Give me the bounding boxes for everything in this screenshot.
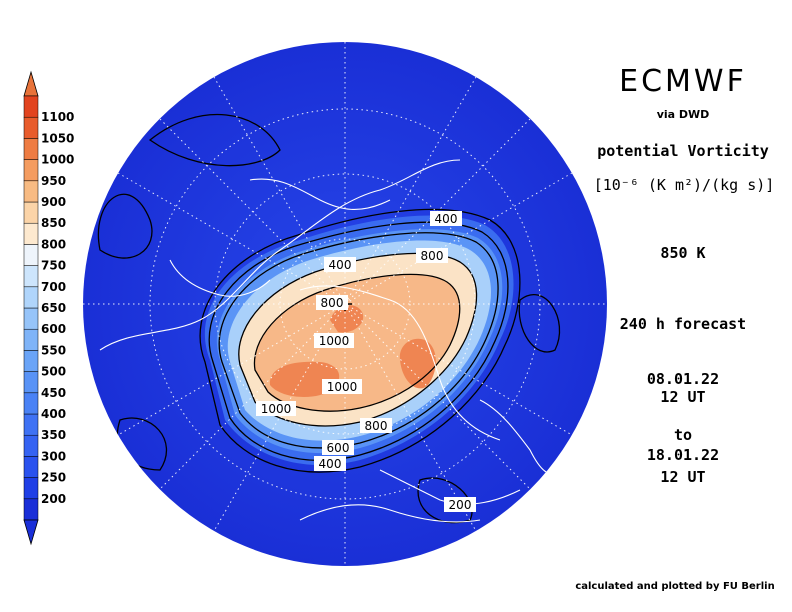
pv-contour-lines <box>97 113 561 524</box>
colorbar-segment <box>23 222 39 245</box>
svg-text:800: 800 <box>421 249 444 263</box>
forecast-label: 240 h forecast <box>619 315 747 333</box>
colorbar-tick-label: 700 <box>41 280 66 294</box>
colorbar-segment <box>23 413 39 436</box>
coastlines <box>99 159 561 523</box>
colorbar-tick-label: 1100 <box>41 110 74 124</box>
colorbar-arrow-bottom <box>23 519 39 546</box>
colorbar-segment <box>23 95 39 118</box>
colorbar-tick-label: 1050 <box>41 131 74 145</box>
source-subtitle: via DWD <box>656 108 710 121</box>
colorbar: 200 250 300 350 400 450 500 550 600 650 700 750 800 8… <box>23 70 74 546</box>
pv-contour-fill-1050 <box>269 361 340 397</box>
colorbar-segment <box>23 498 39 521</box>
colorbar-tick-label: 850 <box>41 216 66 230</box>
pv-contour-fill-1050b <box>399 338 436 389</box>
contour-label: 400 <box>314 456 346 471</box>
colorbar-tick-label: 550 <box>41 343 66 357</box>
pv-field <box>83 42 607 566</box>
colorbar-segment <box>23 307 39 330</box>
colorbar-tick-label: 900 <box>41 195 66 209</box>
colorbar-tick-label: 400 <box>41 407 66 421</box>
contour-label: 800 <box>416 248 448 263</box>
colorbar-tick-label: 300 <box>41 449 66 463</box>
svg-text:200: 200 <box>449 498 472 512</box>
colorbar-segment <box>23 138 39 160</box>
svg-text:1000: 1000 <box>319 334 350 348</box>
colorbar-tick-label: 500 <box>41 365 66 379</box>
contour-labels: 400 800 400 800 1000 1000 1000 800 600 4… <box>256 211 476 512</box>
colorbar-segment <box>23 392 39 415</box>
svg-text:400: 400 <box>435 212 458 226</box>
contour-label: 200 <box>444 497 476 512</box>
colorbar-tick-label: 250 <box>41 471 66 485</box>
colorbar-tick-label: 350 <box>41 428 66 442</box>
to-label: to <box>673 426 693 444</box>
start-date: 08.01.22 <box>646 370 720 388</box>
colorbar-segment <box>23 180 39 203</box>
model-title: ECMWF <box>619 64 747 99</box>
end-date: 18.01.22 <box>646 446 720 464</box>
colorbar-segment <box>23 116 39 139</box>
contour-label: 400 <box>324 257 356 272</box>
contour-label: 800 <box>360 418 392 433</box>
colorbar-tick-label: 750 <box>41 259 66 273</box>
colorbar-tick-label: 950 <box>41 174 66 188</box>
contour-label: 800 <box>316 295 348 310</box>
colorbar-tick-label: 600 <box>41 322 66 336</box>
colorbar-segment <box>23 456 39 478</box>
unit-label: [10⁻⁶ (K m²)/(kg s)] <box>593 176 775 194</box>
contour-label: 1000 <box>314 333 354 348</box>
svg-text:600: 600 <box>327 441 350 455</box>
level-label: 850 K <box>660 244 706 262</box>
variable-title: potential Vorticity <box>597 142 769 160</box>
colorbar-segment <box>23 371 39 394</box>
start-time: 12 UT <box>660 388 706 406</box>
colorbar-segment <box>23 201 39 224</box>
credit-line: calculated and plotted by FU Berlin <box>575 581 775 592</box>
colorbar-segment <box>23 244 39 266</box>
colorbar-tick-label: 450 <box>41 386 66 400</box>
colorbar-arrow-top <box>23 70 39 97</box>
svg-text:400: 400 <box>319 457 342 471</box>
colorbar-segment <box>23 434 39 457</box>
contour-label: 400 <box>430 211 462 226</box>
svg-text:400: 400 <box>329 258 352 272</box>
colorbar-tick-label: 800 <box>41 237 66 251</box>
colorbar-tick-label: 1000 <box>41 153 74 167</box>
colorbar-segment <box>23 265 39 288</box>
svg-text:800: 800 <box>321 296 344 310</box>
svg-text:800: 800 <box>365 419 388 433</box>
contour-label: 1000 <box>322 379 362 394</box>
contour-label: 600 <box>322 440 354 455</box>
colorbar-segment <box>23 159 39 182</box>
colorbar-segment <box>23 328 39 351</box>
end-time: 12 UT <box>660 468 706 486</box>
contour-label: 1000 <box>256 401 296 416</box>
colorbar-segment <box>23 286 39 309</box>
colorbar-tick-label: 200 <box>41 492 66 506</box>
svg-text:1000: 1000 <box>327 380 358 394</box>
colorbar-segment <box>23 350 39 372</box>
svg-text:1000: 1000 <box>261 402 292 416</box>
colorbar-tick-label: 650 <box>41 301 66 315</box>
graticule <box>83 42 607 566</box>
colorbar-segment <box>23 477 39 500</box>
pv-contour-fill-1050c <box>330 305 364 333</box>
